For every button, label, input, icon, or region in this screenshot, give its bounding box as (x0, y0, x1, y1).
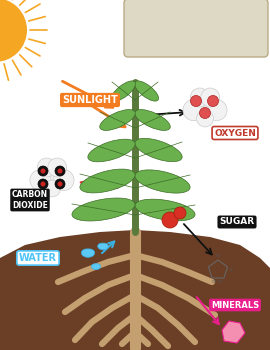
Ellipse shape (88, 139, 135, 162)
Circle shape (200, 107, 211, 119)
Polygon shape (98, 243, 108, 250)
Circle shape (38, 166, 48, 176)
Circle shape (191, 96, 201, 106)
Circle shape (38, 179, 48, 189)
Polygon shape (0, 230, 270, 350)
Text: PHOTOSYNTHESIS: PHOTOSYNTHESIS (125, 31, 267, 45)
Circle shape (197, 110, 213, 127)
Circle shape (58, 182, 62, 187)
Circle shape (30, 170, 51, 191)
Circle shape (206, 100, 227, 121)
Circle shape (40, 182, 46, 187)
Circle shape (48, 158, 67, 177)
Text: WATER: WATER (19, 253, 57, 263)
Text: SUNLIGHT: SUNLIGHT (62, 95, 118, 105)
Circle shape (38, 164, 66, 192)
Circle shape (55, 179, 65, 189)
Polygon shape (91, 264, 101, 270)
Ellipse shape (112, 81, 136, 101)
Circle shape (191, 94, 219, 122)
Circle shape (0, 0, 27, 62)
Circle shape (190, 88, 209, 107)
Text: OH: OH (215, 254, 221, 258)
Text: OXYGEN: OXYGEN (214, 128, 256, 138)
Polygon shape (81, 249, 94, 257)
Text: CH₂OH: CH₂OH (212, 280, 224, 284)
Ellipse shape (135, 199, 195, 221)
Ellipse shape (135, 138, 182, 162)
Circle shape (43, 180, 60, 197)
Circle shape (201, 88, 220, 107)
Text: OH: OH (228, 268, 234, 272)
Ellipse shape (135, 110, 170, 131)
Circle shape (40, 168, 46, 174)
Circle shape (37, 158, 56, 177)
Circle shape (208, 96, 218, 106)
Circle shape (55, 166, 65, 176)
Ellipse shape (100, 110, 135, 131)
Circle shape (53, 170, 74, 191)
Ellipse shape (72, 198, 135, 221)
Polygon shape (222, 321, 245, 343)
Text: THE PROCESS OF: THE PROCESS OF (158, 13, 234, 21)
Circle shape (162, 212, 178, 228)
Circle shape (58, 168, 62, 174)
Ellipse shape (80, 169, 135, 193)
Ellipse shape (135, 170, 190, 193)
Circle shape (174, 207, 186, 219)
Text: CARBON
DIOXIDE: CARBON DIOXIDE (12, 190, 48, 210)
Ellipse shape (134, 81, 158, 101)
Text: MINERALS: MINERALS (211, 301, 259, 309)
Circle shape (183, 100, 204, 121)
FancyBboxPatch shape (124, 0, 268, 57)
Text: SUGAR: SUGAR (220, 217, 255, 226)
